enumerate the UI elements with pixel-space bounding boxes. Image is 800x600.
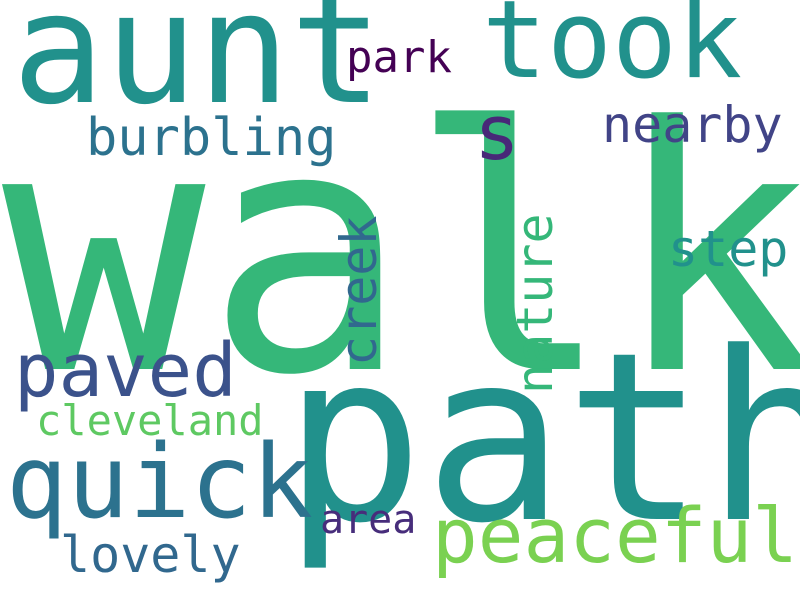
word-step: step	[668, 220, 789, 278]
word-cleveland: cleveland	[36, 396, 264, 445]
word-burbling: burbling	[86, 108, 337, 168]
word-nature: nature	[506, 213, 564, 394]
word-s: s	[474, 88, 520, 177]
word-paved: paved	[14, 328, 237, 414]
word-area: area	[320, 497, 417, 543]
word-creek: creek	[330, 215, 388, 366]
word-aunt: aunt	[12, 0, 383, 139]
word-lovely: lovely	[60, 526, 241, 584]
word-walk: walk	[2, 55, 800, 449]
word-nearby: nearby	[602, 96, 783, 154]
word-took: took	[482, 0, 743, 103]
word-peaceful: peaceful	[432, 491, 799, 580]
word-path: path	[283, 303, 800, 575]
word-park: park	[346, 32, 452, 83]
word-quick: quick	[6, 423, 314, 542]
